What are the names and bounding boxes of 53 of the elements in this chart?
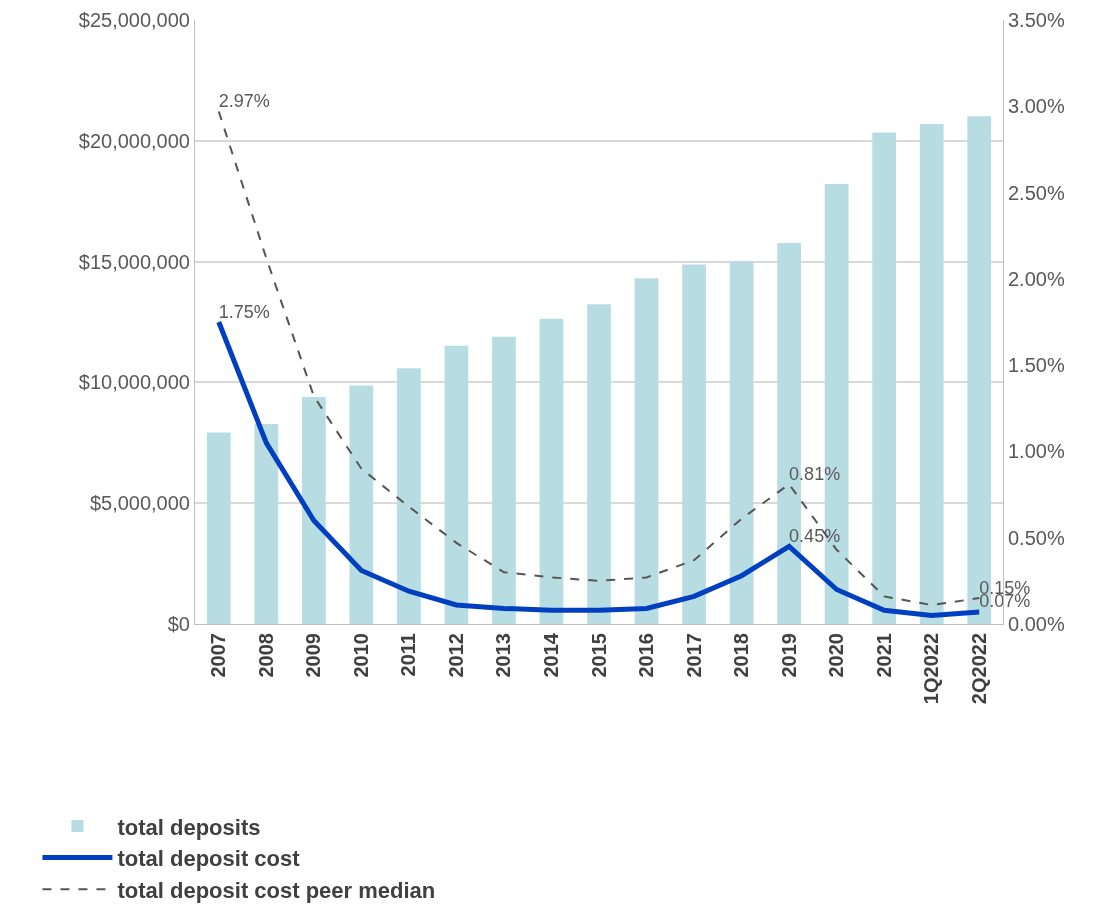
bar: [206, 432, 231, 624]
y2-tick-label: 0.50%: [1008, 526, 1065, 549]
y-tick-label: $25,000,000: [78, 9, 190, 31]
data-label: 0.81%: [789, 463, 841, 484]
y-tick-label: $20,000,000: [78, 129, 190, 152]
y2-tick-label: 1.00%: [1008, 440, 1065, 463]
x-tick-label: 2020: [825, 633, 848, 678]
legend-label: total deposit cost peer median: [117, 877, 436, 903]
bar: [634, 278, 659, 624]
x-tick-label: 2016: [635, 633, 658, 678]
y2-tick-label: 2.50%: [1008, 181, 1065, 204]
y-tick-label: $0: [167, 613, 190, 635]
x-tick-label: 2009: [302, 633, 325, 678]
bar: [254, 423, 279, 624]
x-tick-label: 2018: [730, 633, 753, 678]
x-tick-label: 2014: [539, 632, 562, 678]
bar: [729, 261, 754, 624]
line-series: [217, 110, 981, 607]
data-label: 1.75%: [218, 301, 270, 322]
bar: [397, 368, 421, 624]
y2-tick-label: 1.50%: [1008, 354, 1065, 377]
x-tick-label: 1Q2022: [920, 633, 943, 705]
x-tick-label: 2021: [872, 633, 895, 678]
y-tick-label: $15,000,000: [78, 250, 190, 273]
bar: [919, 123, 944, 624]
data-label: 0.45%: [789, 525, 841, 546]
legend-label: total deposit cost: [117, 846, 301, 872]
x-tick-label: 2015: [587, 633, 610, 678]
y-tick-label: $5,000,000: [89, 492, 190, 515]
bar: [444, 345, 469, 624]
bar: [682, 264, 706, 624]
x-tick-label: 2012: [444, 633, 467, 678]
bar: [587, 304, 611, 624]
y2-tick-label: 3.50%: [1008, 9, 1065, 31]
bar: [872, 132, 897, 624]
y2-tick-label: 0.00%: [1008, 613, 1065, 635]
x-tick-label: 2Q2022: [967, 633, 990, 705]
bar: [539, 318, 564, 624]
x-tick-label: 2010: [349, 633, 372, 678]
bar: [349, 385, 374, 624]
x-tick-label: 2017: [682, 633, 705, 678]
x-tick-label: 2008: [254, 633, 277, 678]
y2-tick-label: 3.00%: [1008, 95, 1065, 118]
y2-tick-label: 2.00%: [1008, 267, 1065, 290]
bar: [301, 396, 326, 624]
data-label: 2.97%: [218, 90, 270, 111]
y-tick-label: $10,000,000: [78, 371, 190, 394]
x-tick-label: 2011: [397, 633, 420, 677]
x-tick-label: 2013: [492, 633, 515, 678]
legend-label: total deposits: [117, 814, 261, 840]
bar: [492, 336, 516, 624]
x-tick-label: 2007: [207, 633, 230, 678]
x-tick-label: 2019: [777, 633, 800, 678]
